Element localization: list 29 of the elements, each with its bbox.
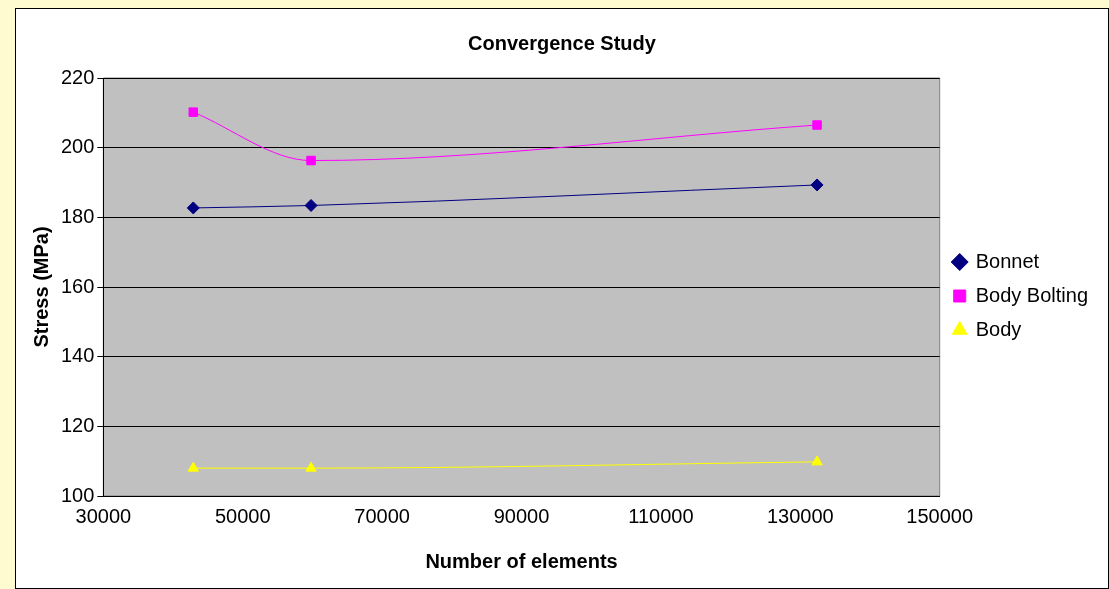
y-tick-label: 160 xyxy=(60,274,95,297)
point xyxy=(812,120,822,130)
legend-label: Body Bolting xyxy=(975,283,1088,306)
point xyxy=(188,107,199,117)
point xyxy=(305,461,317,472)
point xyxy=(811,455,823,466)
x-tick-label: 90000 xyxy=(493,504,550,527)
x-tick-label: 30000 xyxy=(75,504,132,527)
x-tick-label: 110000 xyxy=(628,504,694,527)
point xyxy=(306,155,316,166)
y-tick-label: 120 xyxy=(60,413,95,436)
y-tick-label: 200 xyxy=(60,135,95,158)
y-tick-label: 220 xyxy=(60,65,95,88)
y-tick-label: 180 xyxy=(60,204,95,227)
x-tick-label: 150000 xyxy=(906,504,974,527)
x-axis-title: Number of elements xyxy=(425,549,618,572)
point xyxy=(304,198,318,212)
legend-label: Bonnet xyxy=(975,249,1040,272)
point xyxy=(187,461,199,472)
x-tick-label: 130000 xyxy=(766,504,834,527)
legend-label: Body xyxy=(975,317,1022,340)
y-axis-title: Stress (MPa) xyxy=(29,226,52,348)
chart-title: Convergence Study xyxy=(468,31,657,54)
y-tick-label: 100 xyxy=(60,483,95,506)
y-tick-label: 140 xyxy=(60,344,95,367)
point xyxy=(186,201,200,215)
x-tick-label: 50000 xyxy=(214,504,271,527)
x-tick-label: 70000 xyxy=(354,504,410,527)
point xyxy=(810,178,824,192)
